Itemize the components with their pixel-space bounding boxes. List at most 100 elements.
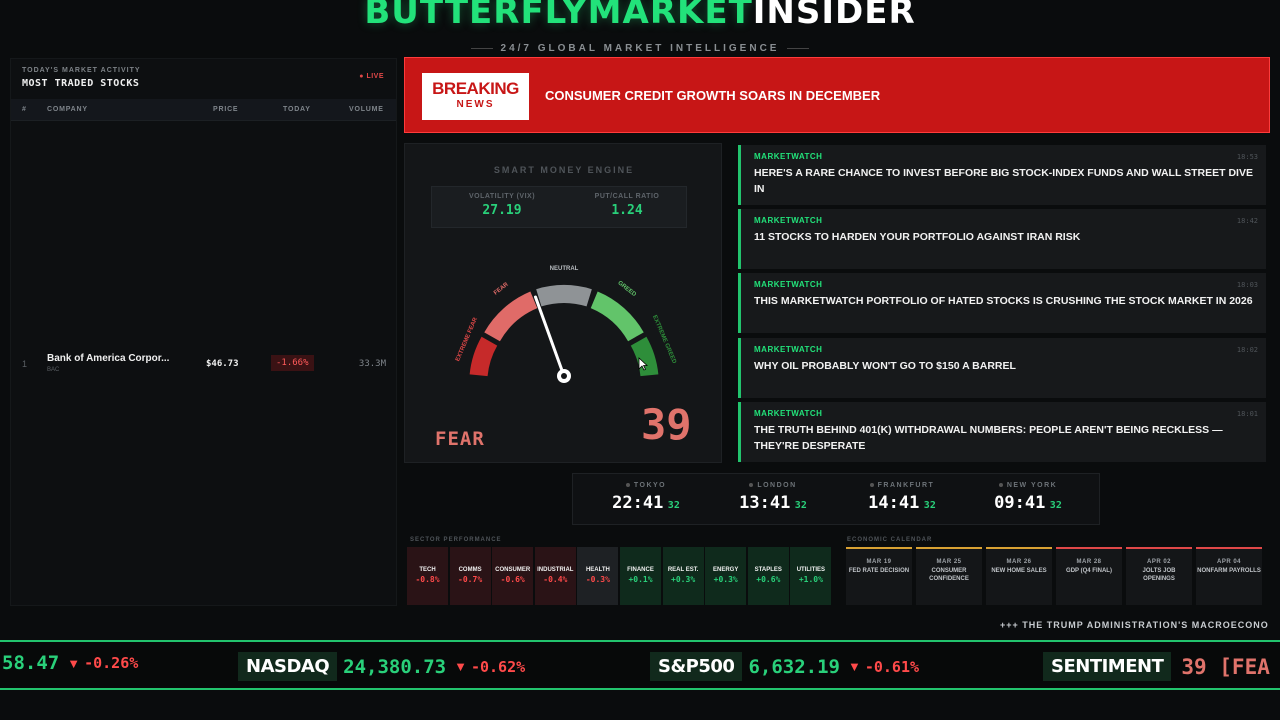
- sector-performance-label: SECTOR PERFORMANCE: [410, 537, 502, 543]
- event-name: FED RATE DECISION: [848, 568, 910, 574]
- needle-hub-inner: [561, 373, 567, 379]
- logo-line1: BREAKING: [432, 79, 519, 98]
- ticker-name: SENTIMENT: [1043, 652, 1172, 681]
- breaking-news-logo: BREAKING NEWS: [422, 73, 529, 120]
- news-item[interactable]: MARKETWATCH 18:42 11 STOCKS TO HARDEN YO…: [738, 209, 1266, 269]
- sector-tile[interactable]: REAL EST. +0.3%: [662, 547, 704, 605]
- news-crawl: +++ THE TRUMP ADMINISTRATION'S MACROECON…: [0, 617, 1280, 639]
- row-change: -1.66%: [271, 355, 314, 371]
- table-row[interactable]: 1 Bank of America Corpor... BAC $46.73 -…: [11, 349, 396, 379]
- clock-time: 22:41: [612, 493, 664, 513]
- engine-title: SMART MONEY ENGINE: [493, 165, 635, 175]
- brand-title: BUTTERFLYMARKETINSIDER: [0, 0, 1280, 32]
- status-dot-icon: [625, 483, 630, 488]
- down-arrow-icon: ▼: [454, 659, 467, 674]
- clock-seconds: 32: [1049, 500, 1062, 511]
- news-item[interactable]: MARKETWATCH 18:01 THE TRUTH BEHIND 401(K…: [738, 402, 1266, 462]
- sentiment-mood: FEAR: [435, 428, 485, 450]
- sector-value: +0.3%: [713, 575, 738, 584]
- ticker-item-nasdaq: NASDAQ 24,380.73 ▼ -0.62%: [238, 652, 525, 681]
- ticker-value: 6,632.19: [748, 655, 840, 678]
- sector-name: TECH: [419, 567, 436, 573]
- col-rank[interactable]: #: [22, 106, 27, 113]
- event-name: CONSUMER CONFIDENCE: [929, 568, 969, 582]
- calendar-event[interactable]: MAR 26 NEW HOME SALES: [986, 547, 1052, 605]
- panel-kicker: TODAY'S MARKET ACTIVITY: [22, 67, 141, 74]
- calendar-event[interactable]: MAR 19 FED RATE DECISION: [846, 547, 912, 605]
- news-headline: WHY OIL PROBABLY WON'T GO TO $150 A BARR…: [754, 360, 1016, 372]
- zone-label-fear: FEAR: [493, 281, 510, 296]
- put-call-stat: PUT/CALL RATIO 1.24: [572, 193, 682, 218]
- zone-extreme-greed: [630, 336, 659, 377]
- sector-tile[interactable]: HEALTH -0.3%: [577, 547, 619, 605]
- ticker-name: S&P500: [650, 652, 743, 681]
- sector-value: -0.6%: [500, 575, 525, 584]
- sector-value: -0.3%: [585, 575, 610, 584]
- sector-tile[interactable]: TECH -0.8%: [407, 547, 448, 605]
- ticker-item-sentiment: SENTIMENT 39 [FEA: [1043, 652, 1270, 681]
- calendar-event[interactable]: MAR 25 CONSUMER CONFIDENCE: [916, 547, 982, 605]
- event-date: MAR 26: [1006, 559, 1032, 565]
- news-source: MARKETWATCH: [754, 280, 823, 289]
- news-item[interactable]: MARKETWATCH 18:03 THIS MARKETWATCH PORTF…: [738, 273, 1266, 333]
- status-dot-icon: [749, 483, 754, 488]
- calendar-event[interactable]: MAR 28 GDP (Q4 FINAL): [1056, 547, 1122, 605]
- news-headline: HERE'S A RARE CHANCE TO INVEST BEFORE BI…: [754, 167, 1253, 195]
- brand-primary: BUTTERFLYMARKET: [364, 0, 753, 32]
- calendar-event[interactable]: APR 04 NONFARM PAYROLLS: [1196, 547, 1262, 605]
- row-volume: 33.3M: [358, 359, 386, 369]
- col-company[interactable]: COMPANY: [47, 106, 88, 113]
- event-name: NONFARM PAYROLLS: [1197, 568, 1261, 574]
- calendar-event[interactable]: APR 02 JOLTS JOB OPENINGS: [1126, 547, 1192, 605]
- sector-tile[interactable]: CONSUMER -0.6%: [492, 547, 534, 605]
- vix-value: 27.19: [482, 203, 522, 218]
- news-headline: THIS MARKETWATCH PORTFOLIO OF HATED STOC…: [754, 295, 1253, 307]
- clock-seconds: 32: [794, 500, 807, 511]
- news-feed: MARKETWATCH 18:53 HERE'S A RARE CHANCE T…: [738, 145, 1266, 465]
- sector-name: CONSUMER: [495, 567, 531, 573]
- zone-label-greed: GREED: [616, 280, 637, 298]
- most-traded-panel: TODAY'S MARKET ACTIVITY MOST TRADED STOC…: [10, 58, 397, 606]
- clock-city: FRANKFURT: [847, 482, 957, 489]
- clock-time: 14:41: [868, 493, 920, 513]
- sector-tile[interactable]: ENERGY +0.3%: [705, 547, 747, 605]
- sector-name: HEALTH: [585, 567, 610, 573]
- news-time: 18:03: [1236, 281, 1258, 289]
- vix-stat: VOLATILITY (VIX) 27.19: [447, 193, 557, 218]
- sentiment-score: 39: [641, 400, 692, 449]
- col-price[interactable]: PRICE: [213, 106, 239, 113]
- sector-name: ENERGY: [713, 567, 739, 573]
- sector-tile[interactable]: INDUSTRIAL -0.4%: [534, 547, 576, 605]
- sector-tile[interactable]: COMMS -0.7%: [449, 547, 491, 605]
- put-call-value: 1.24: [611, 203, 643, 218]
- zone-fear: [484, 291, 538, 342]
- event-date: MAR 25: [936, 559, 962, 565]
- event-name: GDP (Q4 FINAL): [1066, 568, 1112, 574]
- vix-label: VOLATILITY (VIX): [468, 193, 536, 200]
- ticker-item-partial: 58.47 ▼ -0.26%: [0, 652, 138, 680]
- news-item[interactable]: MARKETWATCH 18:53 HERE'S A RARE CHANCE T…: [738, 145, 1266, 205]
- sector-value: -0.4%: [543, 575, 568, 584]
- sector-name: UTILITIES: [796, 567, 826, 573]
- col-volume[interactable]: VOLUME: [349, 106, 384, 113]
- breaking-news-banner[interactable]: BREAKING NEWS CONSUMER CREDIT GROWTH SOA…: [404, 57, 1270, 133]
- clock-tokyo: TOKYO 22:41 32: [591, 482, 701, 513]
- event-name: NEW HOME SALES: [991, 568, 1047, 574]
- sector-tile[interactable]: FINANCE +0.1%: [620, 547, 661, 605]
- event-date: APR 04: [1216, 559, 1241, 565]
- event-date: MAR 28: [1076, 559, 1102, 565]
- sector-tile[interactable]: STAPLES +0.6%: [747, 547, 789, 605]
- news-source: MARKETWATCH: [754, 345, 823, 354]
- zone-greed: [590, 291, 644, 342]
- news-source: MARKETWATCH: [754, 409, 823, 418]
- zone-extreme-fear: [469, 336, 498, 377]
- sector-name: FINANCE: [627, 567, 654, 573]
- col-today[interactable]: TODAY: [283, 106, 311, 113]
- brand-secondary: INSIDER: [752, 0, 916, 32]
- market-ticker: 58.47 ▼ -0.26% NASDAQ 24,380.73 ▼ -0.62% S&P5…: [0, 640, 1280, 690]
- sector-tile[interactable]: UTILITIES +1.0%: [790, 547, 832, 605]
- news-item[interactable]: MARKETWATCH 18:02 WHY OIL PROBABLY WON'T…: [738, 338, 1266, 398]
- event-name: JOLTS JOB OPENINGS: [1142, 568, 1176, 582]
- sector-value: +0.3%: [671, 575, 696, 584]
